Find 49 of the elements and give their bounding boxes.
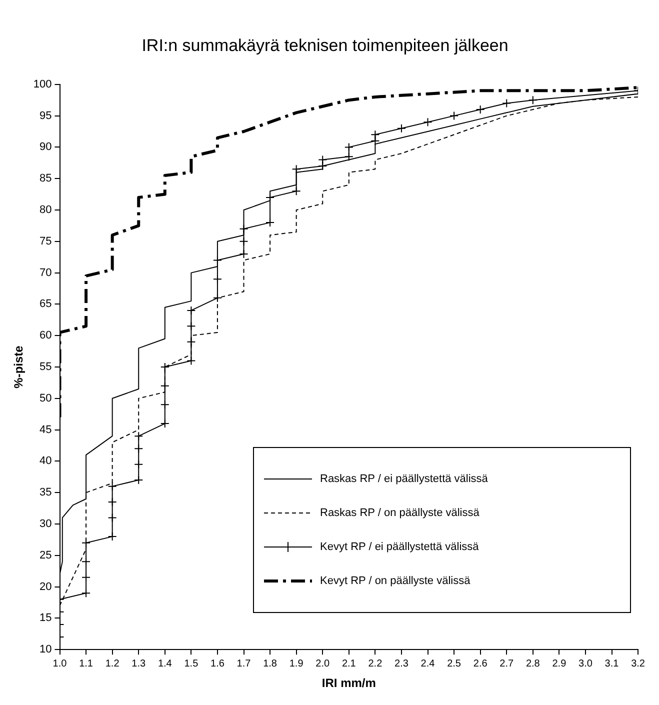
x-tick-label: 3.0 [578, 658, 593, 670]
y-tick-label: 70 [40, 266, 52, 279]
x-tick-label: 2.6 [473, 658, 488, 670]
x-tick-label: 3.2 [631, 658, 646, 670]
x-tick-label: 1.6 [210, 658, 225, 670]
y-tick-label: 65 [40, 298, 52, 310]
x-tick-label: 1.7 [236, 658, 252, 670]
y-tick-label: 20 [40, 580, 52, 593]
x-tick-label: 1.9 [289, 658, 304, 670]
x-tick-label: 1.4 [158, 658, 172, 670]
y-axis-title: %-piste [12, 345, 26, 388]
chart-title: IRI:n summakäyrä teknisen toimenpiteen jälkeen [142, 36, 508, 55]
x-tick-label: 2.4 [420, 658, 436, 670]
y-tick-label: 15 [40, 612, 52, 624]
y-tick-label: 25 [40, 549, 52, 562]
y-tick-label: 45 [40, 424, 52, 436]
x-tick-label: 2.8 [526, 658, 540, 670]
legend-label: Raskas RP / on päällyste välissä [320, 507, 480, 519]
legend-label: Raskas RP / ei päällystettä välissä [320, 473, 488, 485]
x-tick-label: 1.3 [132, 658, 146, 670]
x-tick-label: 2.2 [368, 658, 383, 670]
x-tick-label: 1.1 [79, 658, 94, 670]
y-tick-label: 75 [40, 235, 52, 248]
x-tick-label: 1.8 [263, 658, 278, 670]
x-tick-label: 2.1 [342, 658, 356, 670]
legend-label: Kevyt RP / on päällyste välissä [320, 575, 470, 587]
x-axis-title: IRI mm/m [322, 676, 376, 690]
y-tick-label: 40 [40, 455, 52, 468]
y-tick-label: 35 [40, 486, 52, 499]
legend-label: Kevyt RP / ei päällystettä välissä [320, 541, 479, 553]
x-tick-label: 1.0 [52, 658, 68, 670]
y-tick-label: 95 [40, 110, 52, 122]
y-tick-label: 80 [40, 204, 52, 216]
y-tick-label: 10 [40, 644, 52, 656]
x-tick-label: 3.1 [604, 658, 620, 670]
y-tick-label: 30 [40, 518, 52, 530]
x-tick-label: 2.5 [447, 658, 462, 670]
x-tick-label: 2.3 [394, 658, 409, 670]
y-tick-label: 100 [33, 78, 52, 90]
y-tick-label: 55 [40, 361, 52, 374]
y-tick-label: 50 [40, 392, 52, 404]
y-tick-label: 60 [40, 330, 52, 342]
x-tick-label: 2.9 [552, 658, 567, 670]
x-tick-label: 1.2 [105, 658, 120, 670]
x-tick-label: 2.7 [500, 658, 514, 670]
x-tick-label: 2.0 [316, 658, 330, 670]
x-tick-label: 1.5 [184, 658, 199, 670]
y-tick-label: 85 [40, 172, 52, 185]
y-tick-label: 90 [40, 141, 52, 154]
